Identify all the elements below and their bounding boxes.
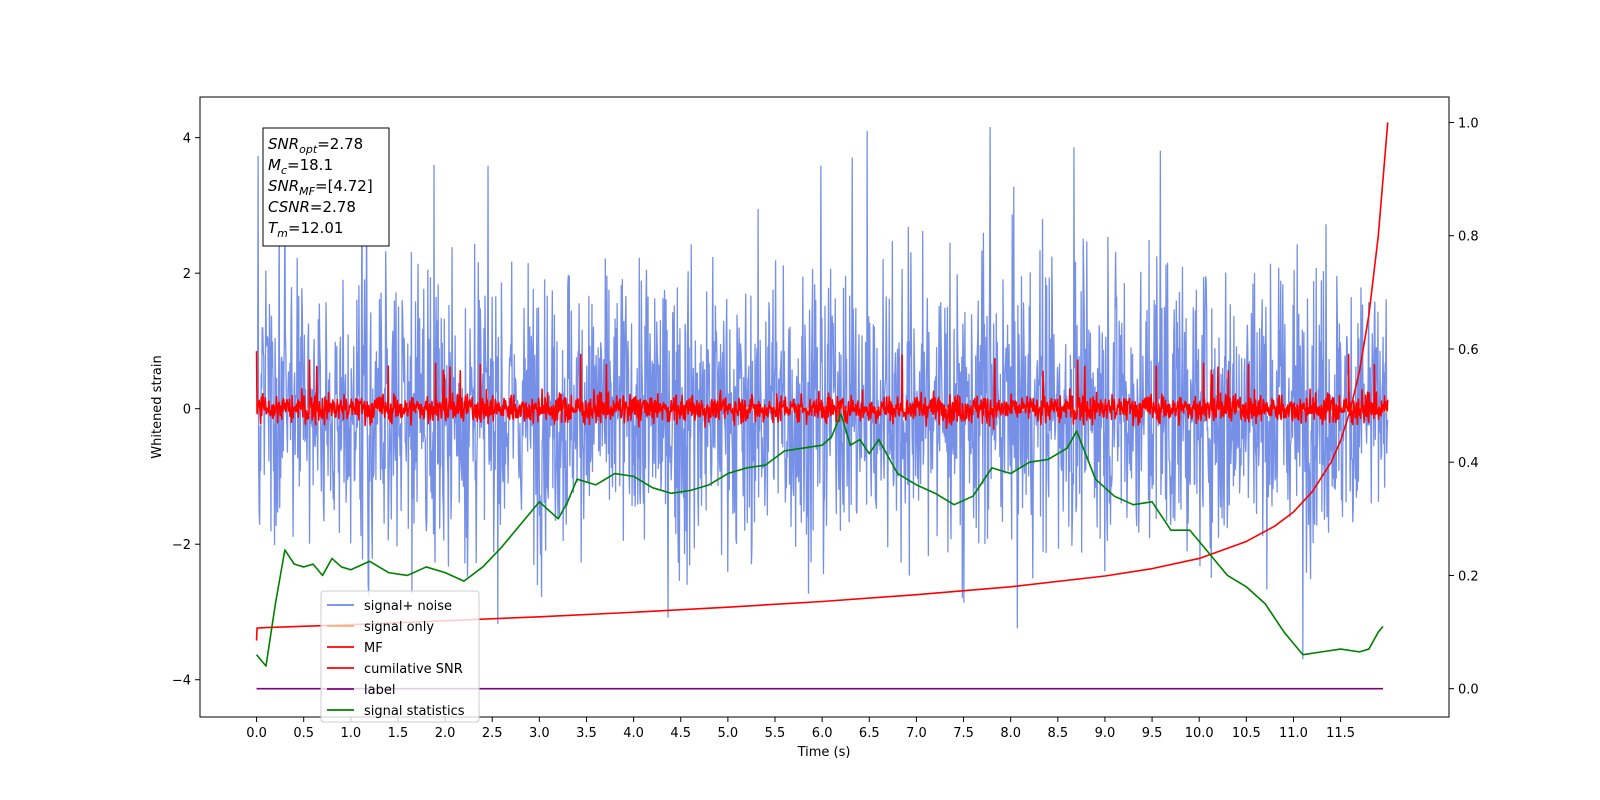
y-axis-label: Whitened strain (150, 355, 165, 458)
x-tick-label: 4.5 (670, 726, 691, 741)
x-axis-label: Time (s) (797, 745, 851, 760)
y2-tick-label: 0.8 (1458, 230, 1479, 245)
annotation-frame (262, 127, 390, 247)
x-tick-label: 4.0 (623, 726, 644, 741)
x-tick-label: 9.0 (1095, 726, 1116, 741)
y2-tick-label: 0.2 (1458, 569, 1479, 584)
annotation-line: Tm=12.01 (268, 219, 343, 240)
x-tick-label: 8.5 (1047, 726, 1068, 741)
x-tick-label: 3.0 (529, 726, 550, 741)
x-tick-label: 8.0 (1000, 726, 1021, 741)
y-tick-label: 2 (183, 267, 191, 282)
x-tick-label: 2.5 (482, 726, 503, 741)
annotation-line: SNRMF=[4.72] (268, 177, 373, 198)
x-tick-label: 6.0 (812, 726, 833, 741)
x-tick-label: 1.0 (340, 726, 361, 741)
x-tick-label: 0.5 (293, 726, 314, 741)
x-tick-label: 9.5 (1142, 726, 1163, 741)
x-tick-label: 1.5 (388, 726, 409, 741)
series-signal-statistics (255, 413, 1384, 667)
y2-axis: 0.0 0.2 0.4 0.6 0.8 1.0 (1449, 116, 1479, 698)
legend-label-signal-only: signal only (364, 620, 434, 635)
x-tick-label: 11.5 (1326, 726, 1355, 741)
annotation-line: CSNR=2.78 (268, 198, 356, 216)
series-mf (255, 351, 1389, 430)
x-tick-label: 10.5 (1232, 726, 1261, 741)
y2-tick-label: 0.6 (1458, 343, 1479, 358)
y2-tick-label: 1.0 (1458, 116, 1479, 131)
x-axis: 0.0 0.5 1.0 1.5 2.0 2.5 3.0 3.5 4.0 4.5 5.0 5.5 6.0 6… (246, 717, 1355, 741)
x-tick-label: 0.0 (246, 726, 267, 741)
legend-frame (320, 590, 480, 723)
x-tick-label: 10.0 (1185, 726, 1214, 741)
legend: signal+ noise signal only MF cumilative SNR… (320, 590, 480, 723)
y-tick-label: −4 (172, 674, 191, 689)
y-tick-label: −2 (172, 538, 191, 553)
x-tick-label: 3.5 (576, 726, 597, 741)
annotation-line: SNRopt=2.78 (268, 135, 363, 156)
legend-label-signal-statistics: signal statistics (364, 704, 465, 719)
y2-tick-label: 0.0 (1458, 683, 1479, 698)
x-tick-label: 5.5 (765, 726, 786, 741)
legend-label-mf: MF (364, 641, 383, 656)
annotation-line: Mc=18.1 (268, 156, 333, 177)
plot-frame (199, 96, 1450, 718)
x-tick-label: 6.5 (859, 726, 880, 741)
x-tick-label: 7.0 (906, 726, 927, 741)
y-tick-label: 0 (183, 403, 191, 418)
x-tick-label: 5.0 (718, 726, 739, 741)
x-tick-label: 2.0 (435, 726, 456, 741)
legend-label-signal-noise: signal+ noise (364, 599, 452, 614)
y-axis: −4 −2 0 2 4 (172, 132, 200, 689)
legend-label-cumilative-snr: cumilative SNR (364, 662, 463, 677)
x-tick-label: 11.0 (1279, 726, 1308, 741)
legend-label-label: label (364, 683, 395, 698)
y2-tick-label: 0.4 (1458, 456, 1479, 471)
x-tick-label: 7.5 (953, 726, 974, 741)
y-tick-label: 4 (183, 132, 191, 147)
